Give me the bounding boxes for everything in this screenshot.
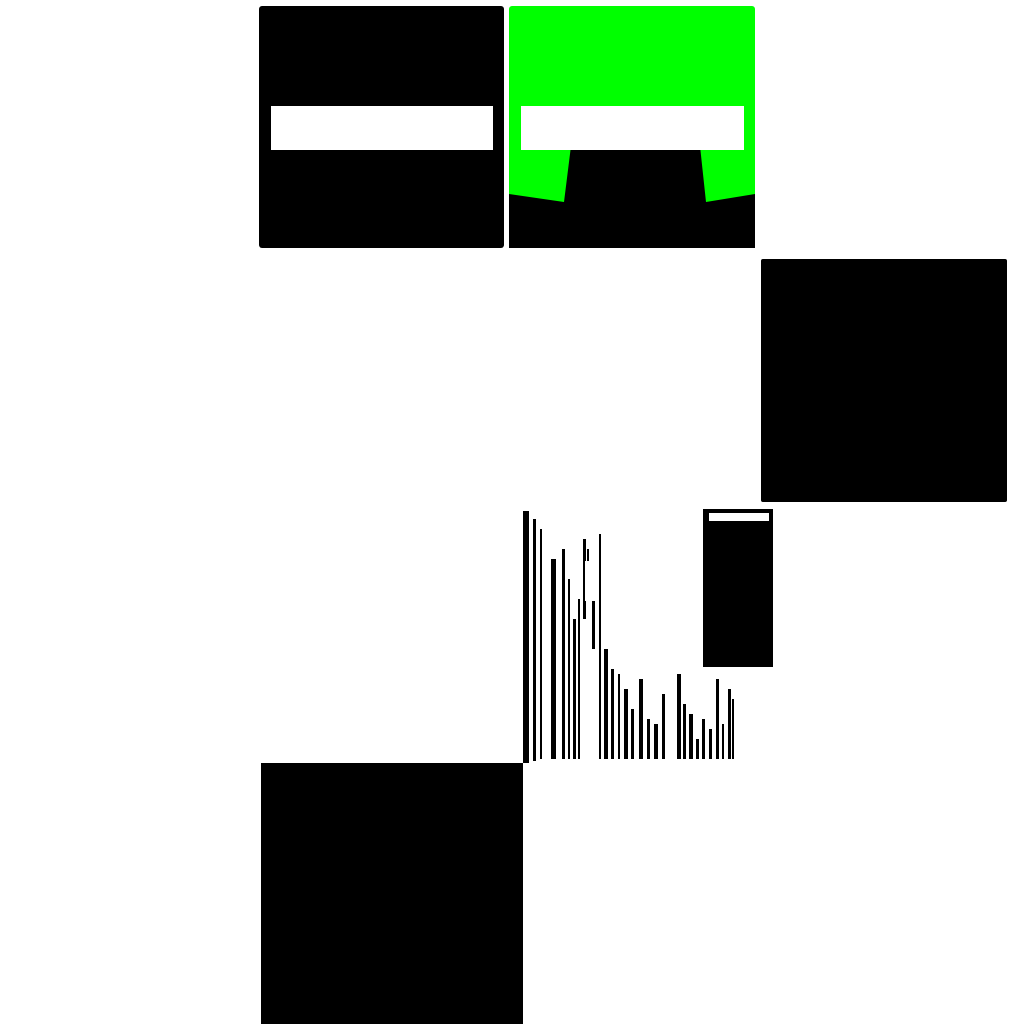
top-left-white-bar <box>271 106 493 150</box>
barcode-highlights <box>585 513 769 601</box>
bottom-left-black-tile <box>261 763 523 1024</box>
barcode-fragment <box>521 509 775 763</box>
mid-right-black-tile <box>761 259 1007 502</box>
top-right-black-notch <box>509 146 755 248</box>
top-right-white-bar <box>521 106 744 150</box>
